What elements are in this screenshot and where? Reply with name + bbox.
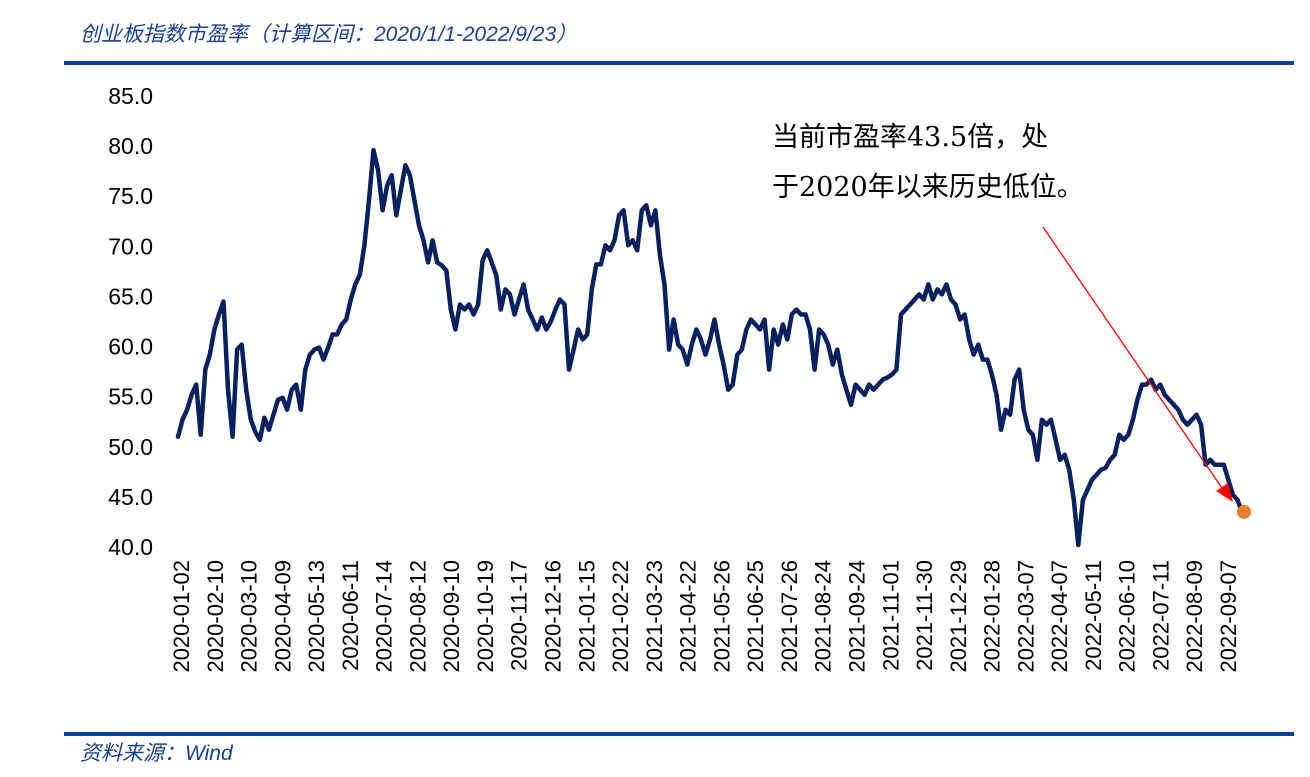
y-tick-label: 85.0 [108, 83, 153, 109]
y-tick-label: 60.0 [108, 334, 153, 360]
top-rule [64, 61, 1294, 65]
last-point-marker [1237, 504, 1251, 519]
y-tick-label: 75.0 [108, 183, 153, 209]
y-tick-label: 55.0 [108, 384, 153, 410]
x-tick-label: 2021-05-26 [709, 560, 734, 673]
x-tick-label: 2021-02-22 [608, 560, 633, 673]
source-note: 资料来源：Wind [80, 742, 233, 765]
x-tick-label: 2022-05-11 [1081, 560, 1106, 671]
x-tick-label: 2021-12-29 [946, 560, 971, 673]
x-tick-label: 2020-01-02 [169, 560, 194, 673]
x-tick-label: 2020-07-14 [372, 560, 397, 673]
x-tick-label: 2020-03-10 [237, 560, 262, 673]
y-tick-label: 40.0 [108, 534, 153, 560]
x-tick-label: 2022-04-07 [1047, 560, 1072, 673]
x-tick-label: 2022-01-28 [980, 560, 1005, 673]
y-tick-label: 65.0 [108, 283, 153, 309]
series-line [175, 147, 1245, 548]
x-tick-label: 2022-06-10 [1115, 560, 1140, 673]
x-tick-label: 2020-02-10 [203, 560, 228, 673]
x-tick-label: 2020-10-19 [473, 560, 498, 673]
x-tick-label: 2020-11-17 [507, 560, 532, 671]
x-tick-label: 2021-11-01 [878, 560, 903, 671]
x-tick-label: 2020-09-10 [439, 560, 464, 673]
x-tick-label: 2021-04-22 [676, 560, 701, 673]
x-tick-label: 2020-06-11 [338, 560, 363, 671]
arrow-head-icon [1216, 483, 1233, 502]
x-axis: 2020-01-02 2020-02-10 2020-03-10 2020-04-09… [169, 560, 1241, 673]
y-axis: 40.0 45.0 50.0 55.0 60.0 65.0 70.0 75.0 80.0 85.0 [108, 83, 153, 560]
x-tick-label: 2022-07-11 [1148, 560, 1173, 671]
bottom-rule [64, 732, 1294, 736]
x-tick-label: 2021-08-24 [811, 560, 836, 673]
chart-title: 创业板指数市盈率（计算区间：2020/1/1-2022/9/23） [80, 23, 578, 46]
x-tick-label: 2020-05-13 [304, 560, 329, 673]
x-tick-label: 2022-03-07 [1013, 560, 1038, 673]
x-tick-label: 2021-11-30 [912, 560, 937, 671]
x-tick-label: 2020-12-16 [541, 560, 566, 673]
x-tick-label: 2021-06-25 [743, 560, 768, 673]
x-tick-label: 2020-04-09 [270, 560, 295, 673]
y-tick-label: 45.0 [108, 484, 153, 510]
x-tick-label: 2022-09-07 [1216, 560, 1241, 673]
y-tick-label: 70.0 [108, 233, 153, 259]
y-tick-label: 80.0 [108, 133, 153, 159]
x-tick-label: 2021-01-15 [574, 560, 599, 673]
x-tick-label: 2020-08-12 [405, 560, 430, 673]
x-tick-label: 2021-09-24 [844, 560, 869, 673]
x-tick-label: 2021-07-26 [777, 560, 802, 673]
annotation-line-2: 于2020年以来历史低位。 [772, 172, 1084, 203]
y-tick-label: 50.0 [108, 434, 153, 460]
annotation-line-1: 当前市盈率43.5倍，处 [772, 122, 1049, 153]
annotation-arrow [1042, 226, 1223, 489]
x-tick-label: 2021-03-23 [642, 560, 667, 673]
x-tick-label: 2022-08-09 [1182, 560, 1207, 673]
